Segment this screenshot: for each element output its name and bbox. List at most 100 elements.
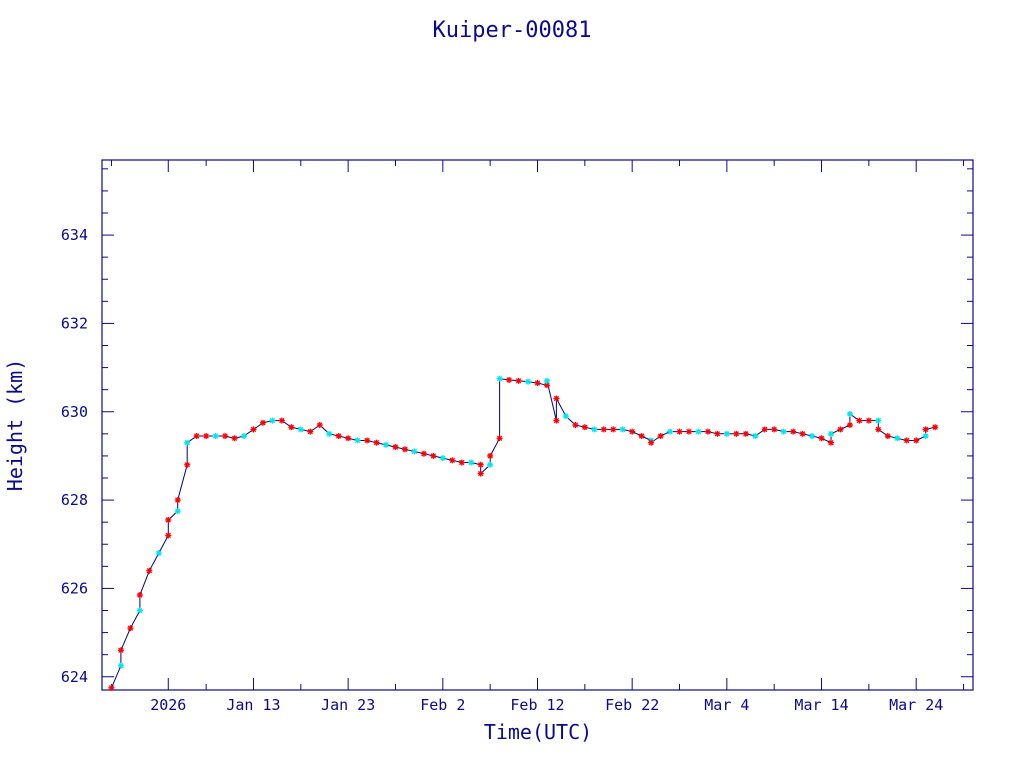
y-tick-label: 628 [61, 491, 88, 509]
data-point [203, 433, 210, 440]
x-tick-label: Feb 2 [420, 696, 465, 714]
data-point-stroke [610, 426, 616, 433]
x-tick-label: Jan 13 [226, 696, 280, 714]
data-point-stroke [336, 433, 342, 439]
data-point-stroke [534, 380, 541, 386]
data-point [771, 426, 778, 433]
data-point [714, 430, 721, 437]
data-point-stroke [913, 437, 919, 444]
data-point-stroke [392, 444, 399, 450]
data-point [515, 377, 522, 384]
data-point-stroke [118, 663, 124, 669]
x-tick-label: Feb 12 [510, 696, 564, 714]
data-point [222, 433, 229, 440]
data-point [259, 419, 266, 426]
data-point-stroke [184, 462, 190, 468]
data-point [193, 433, 200, 440]
data-point [827, 430, 834, 437]
data-point [174, 497, 181, 504]
data-point [562, 413, 569, 420]
data-point-stroke [743, 431, 749, 437]
data-point-stroke [847, 411, 853, 417]
chart-title: Kuiper-00081 [433, 18, 592, 43]
data-point [250, 426, 257, 433]
data-point-stroke [468, 459, 474, 466]
data-point-stroke [241, 433, 247, 439]
data-point-stroke [667, 428, 673, 435]
data-point [269, 417, 276, 424]
data-point-stroke [790, 428, 796, 435]
data-point-stroke [496, 435, 503, 441]
x-tick-labels: 2026 Jan 13 Jan 23 Feb 2 Feb 12 Feb 22 Mar 4 Ma… [150, 696, 943, 714]
data-point [155, 550, 162, 557]
data-point [875, 426, 882, 433]
data-point [439, 455, 446, 462]
data-point [581, 424, 588, 431]
data-point-stroke [875, 417, 881, 424]
data-point [865, 417, 872, 424]
data-point [136, 592, 143, 599]
data-point-stroke [317, 422, 323, 428]
data-point [790, 428, 797, 435]
data-point-stroke [250, 426, 257, 433]
data-point [165, 516, 172, 523]
data-point [543, 377, 550, 384]
data-point-stroke [762, 426, 768, 433]
data-point-stroke [137, 607, 143, 614]
data-point-stroke [478, 470, 484, 477]
data-point [875, 417, 882, 424]
data-point-stroke [695, 428, 702, 435]
data-point-stroke [705, 428, 711, 435]
data-point [534, 380, 541, 387]
x-tick-label: 2026 [150, 696, 186, 714]
data-point [922, 426, 929, 433]
x-tick-label: Mar 4 [704, 696, 749, 714]
data-point [610, 426, 617, 433]
data-point [449, 457, 456, 464]
data-point-stroke [269, 417, 276, 424]
data-point [477, 461, 484, 468]
data-point-stroke [799, 431, 806, 437]
data-point-stroke [260, 420, 266, 426]
data-point-stroke [156, 550, 162, 556]
data-point-stroke [108, 685, 115, 691]
y-tick-labels: 624 626 628 630 632 634 [61, 226, 88, 686]
data-point-stroke [591, 426, 597, 433]
data-point-stroke [828, 440, 834, 446]
data-point-stroke [923, 426, 929, 433]
data-point [174, 508, 181, 515]
data-point-stroke [496, 375, 503, 382]
data-point-stroke [165, 532, 171, 539]
data-point-stroke [885, 433, 891, 439]
data-point-stroke [553, 417, 560, 424]
data-point [364, 437, 371, 444]
data-point-stroke [847, 422, 853, 428]
data-point-stroke [572, 422, 579, 428]
data-point [809, 433, 816, 440]
x-tick-label: Feb 22 [605, 696, 659, 714]
data-point [136, 607, 143, 614]
data-point [572, 422, 579, 428]
data-point-stroke [601, 426, 607, 433]
data-point [117, 662, 124, 669]
data-point [818, 435, 825, 442]
data-point-stroke [620, 426, 626, 433]
data-point-stroke [279, 417, 285, 424]
data-point-stroke [553, 395, 560, 402]
data-point [184, 461, 191, 468]
data-point-stroke [307, 428, 313, 435]
data-point [742, 430, 749, 437]
data-point [752, 433, 759, 440]
data-point [354, 437, 361, 444]
data-point [146, 567, 153, 574]
data-point [496, 435, 503, 442]
data-point-stroke [733, 431, 739, 437]
data-point [667, 428, 674, 435]
data-point [117, 647, 124, 654]
data-point-stroke [165, 517, 171, 523]
data-point-stroke [686, 428, 692, 435]
data-point [799, 430, 806, 437]
data-point [468, 459, 475, 466]
data-point-stroke [894, 435, 900, 441]
